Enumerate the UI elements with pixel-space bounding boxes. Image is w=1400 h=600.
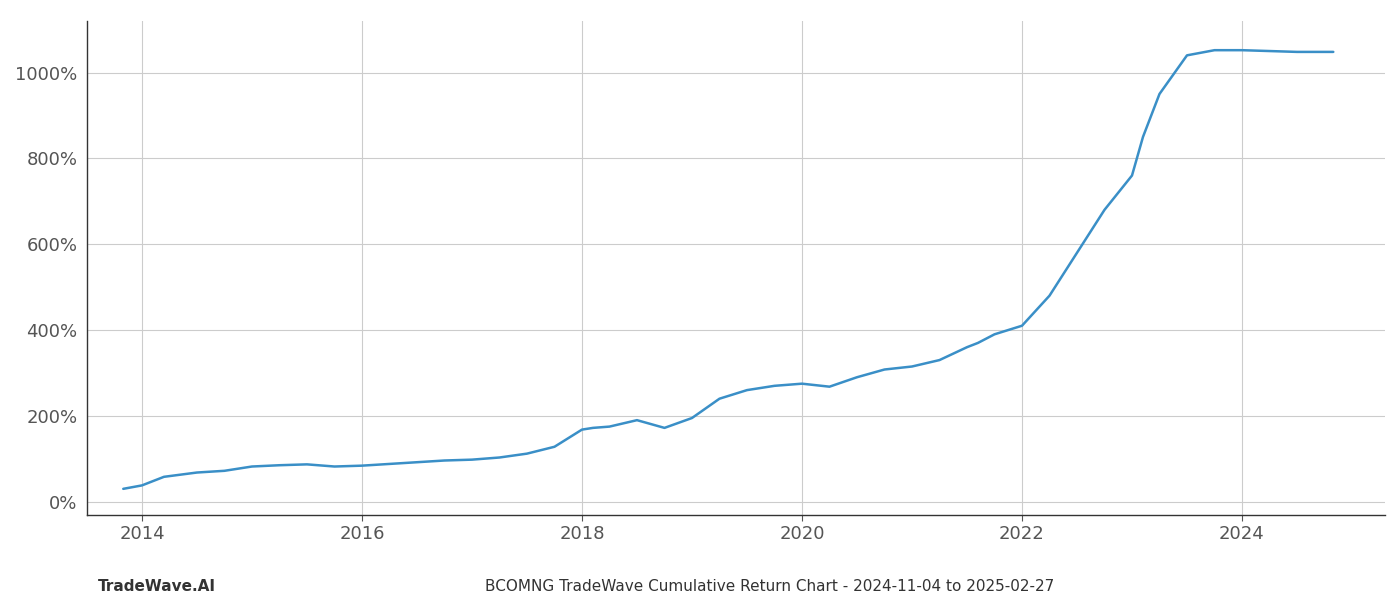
Text: TradeWave.AI: TradeWave.AI <box>98 579 216 594</box>
Text: BCOMNG TradeWave Cumulative Return Chart - 2024-11-04 to 2025-02-27: BCOMNG TradeWave Cumulative Return Chart… <box>486 579 1054 594</box>
